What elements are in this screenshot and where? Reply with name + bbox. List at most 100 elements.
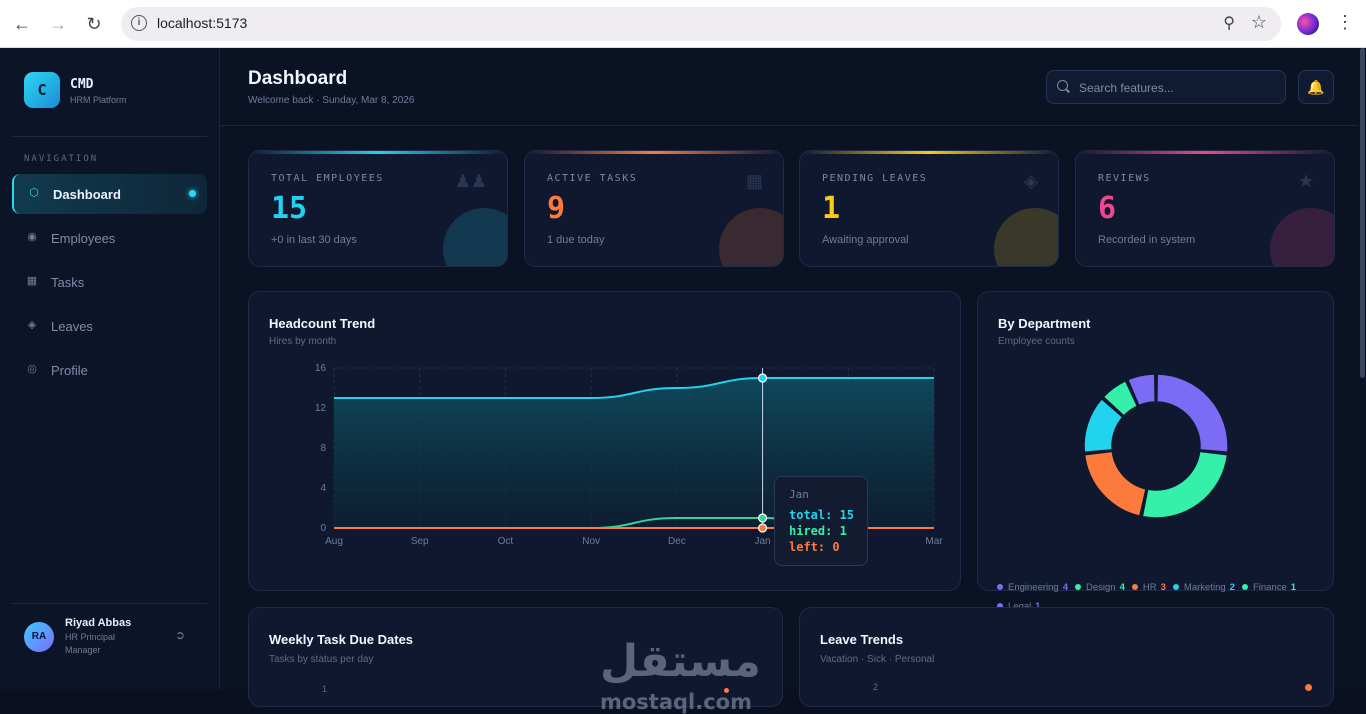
diamond-icon: ◈ [27, 319, 37, 331]
stat-value: 9 [547, 191, 566, 226]
legend-value: 3 [1160, 582, 1166, 593]
legend-swatch [1131, 584, 1138, 590]
panel-subtitle: Hires by month [269, 336, 337, 347]
sidebar-divider [12, 136, 207, 137]
browser-menu-icon[interactable]: ⋮ [1336, 12, 1354, 32]
sidebar-item-label: Dashboard [53, 187, 121, 202]
card-decoration [994, 208, 1058, 266]
leave-chart-marker [1305, 684, 1312, 691]
forward-arrow-icon[interactable]: → [49, 14, 67, 34]
donut-slice-design [1141, 450, 1229, 519]
page-subtitle: Welcome back · Sunday, Mar 8, 2026 [248, 95, 415, 106]
legend-label: Marketing [1183, 582, 1226, 593]
x-tick-label: Oct [498, 536, 514, 547]
tooltip-month: Jan [789, 488, 809, 501]
legend-item-design[interactable]: Design 4 [1075, 578, 1125, 597]
back-arrow-icon[interactable]: ← [13, 14, 31, 34]
legend-label: HR [1142, 582, 1157, 593]
site-info-icon[interactable]: i [131, 15, 147, 31]
hover-point-hired [757, 513, 768, 523]
sidebar-item-tasks[interactable]: ▦ Tasks [12, 262, 207, 302]
legend-item-hr[interactable]: HR 3 [1131, 578, 1166, 597]
search-placeholder[interactable]: Search features... [1079, 81, 1174, 95]
donut-slice-legal [1126, 373, 1156, 407]
stat-note: Recorded in system [1098, 234, 1196, 246]
legend-swatch [1075, 584, 1082, 590]
card-accent [525, 151, 783, 154]
hover-point-total [757, 373, 768, 383]
brand-subtitle: HRM Platform [70, 95, 127, 105]
stat-card-pending-leaves[interactable]: ◈ PENDING LEAVES 1 Awaiting approval [799, 150, 1059, 267]
tooltip-hired: hired: 1 [789, 524, 847, 538]
scrollbar-thumb[interactable] [1360, 48, 1365, 378]
notifications-bell-icon[interactable]: 🔔 [1298, 70, 1334, 104]
card-decoration [443, 208, 507, 266]
stat-value: 1 [822, 191, 841, 226]
browser-profile-avatar[interactable] [1297, 13, 1319, 35]
star-icon: ★ [1297, 171, 1314, 191]
x-tick-label: Dec [668, 536, 686, 547]
sidebar-item-profile[interactable]: ◎ Profile [12, 350, 207, 390]
address-url[interactable]: localhost:5173 [157, 15, 248, 31]
department-donut-chart[interactable] [1080, 370, 1232, 522]
reload-icon[interactable]: ↻ [86, 14, 102, 34]
sidebar-item-label: Tasks [51, 275, 85, 290]
scrollbar[interactable] [1358, 48, 1366, 689]
hover-point-left [757, 523, 768, 533]
circle-dot-icon: ◉ [27, 231, 37, 243]
logout-icon[interactable]: ➲ [175, 628, 186, 642]
tooltip-left: left: 0 [789, 540, 840, 554]
series-line-total [333, 377, 934, 399]
sidebar-item-label: Profile [51, 363, 88, 378]
y-tick-label: 8 [320, 443, 326, 454]
search-input[interactable]: Search features... [1046, 70, 1286, 104]
legend-item-engineering[interactable]: Engineering 4 [997, 578, 1068, 597]
page-title: Dashboard [248, 68, 348, 89]
card-decoration [719, 208, 783, 266]
y-tick-label: 4 [320, 483, 326, 494]
stat-card-reviews[interactable]: ★ REVIEWS 6 Recorded in system [1075, 150, 1335, 267]
panel-title: Leave Trends [820, 632, 904, 647]
leave-trends-panel: Leave Trends Vacation · Sick · Personal … [799, 607, 1334, 707]
stat-card-active-tasks[interactable]: ▦ ACTIVE TASKS 9 1 due today [524, 150, 784, 267]
stat-label: PENDING LEAVES [822, 173, 928, 184]
bookmark-star-icon[interactable]: ☆ [1250, 12, 1267, 32]
grid-icon: ▦ [745, 171, 763, 191]
password-key-icon[interactable]: ⚲ [1223, 15, 1235, 32]
legend-item-marketing[interactable]: Marketing 2 [1172, 578, 1235, 597]
legend-item-finance[interactable]: Finance 1 [1241, 578, 1297, 597]
sidebar-item-label: Leaves [51, 319, 93, 334]
legend-swatch [997, 584, 1003, 590]
legend-label: Finance [1252, 582, 1287, 593]
legend-swatch [1241, 584, 1248, 590]
x-tick-label: Sep [411, 536, 429, 547]
y-tick-label: 16 [315, 363, 327, 374]
nav-heading: NAVIGATION [24, 154, 99, 164]
panel-subtitle: Tasks by status per day [269, 654, 374, 665]
stat-note: 1 due today [547, 234, 605, 246]
y-tick-label: 0 [320, 523, 326, 534]
avatar[interactable]: RA [24, 622, 54, 652]
app-root: C CMD HRM Platform NAVIGATION ⬡ Dashboar… [0, 48, 1366, 714]
stat-card-total-employees[interactable]: ♟♟ TOTAL EMPLOYEES 15 +0 in last 30 days [248, 150, 508, 267]
card-accent [800, 151, 1058, 154]
legend-swatch [997, 603, 1003, 609]
sidebar-item-employees[interactable]: ◉ Employees [12, 218, 207, 258]
legend-item-legal[interactable]: Legal 1 [997, 597, 1041, 616]
browser-toolbar: ← → ↻ i localhost:5173 ⚲ ☆ ⋮ [0, 0, 1366, 48]
x-tick-label: Mar [925, 536, 943, 547]
address-bar[interactable]: i localhost:5173 ⚲ ☆ [121, 7, 1281, 41]
sidebar-item-leaves[interactable]: ◈ Leaves [12, 306, 207, 346]
panel-title: Headcount Trend [269, 316, 376, 331]
stat-value: 6 [1098, 191, 1117, 226]
by-department-panel: By Department Employee counts [977, 291, 1334, 591]
watermark-arabic: مستقل [600, 636, 761, 687]
card-accent [1076, 151, 1334, 154]
x-tick-label: Nov [582, 536, 600, 547]
stat-label: ACTIVE TASKS [547, 173, 638, 184]
sidebar-item-dashboard[interactable]: ⬡ Dashboard [12, 174, 207, 214]
watermark: مستقل mostaql.com [600, 640, 761, 714]
legend-value: 1 [1290, 582, 1297, 593]
brand-logo[interactable]: C [24, 72, 60, 108]
sidebar-footer-divider [12, 603, 207, 604]
